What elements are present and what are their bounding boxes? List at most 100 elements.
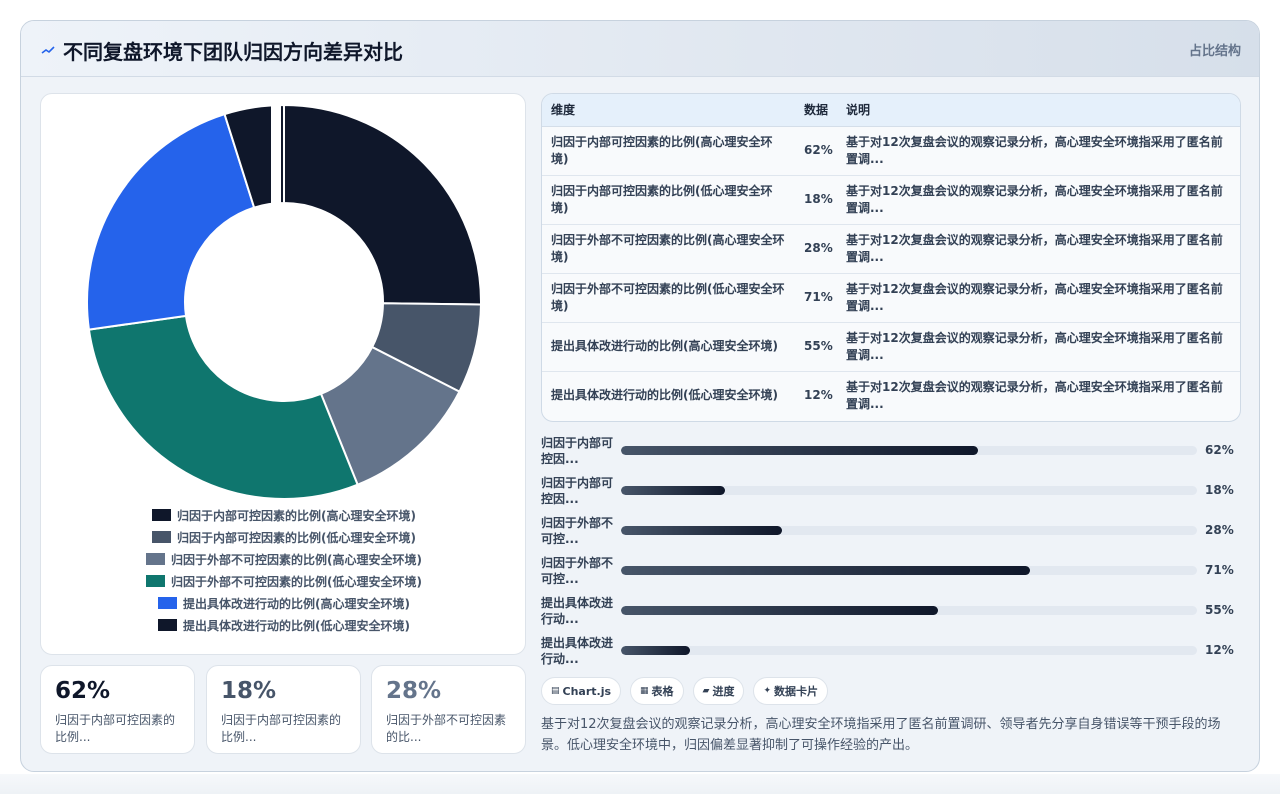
legend-swatch — [158, 619, 177, 631]
chip-progress[interactable]: ▰ 进度 — [692, 677, 745, 705]
legend-label: 提出具体改进行动的比例(低心理安全环境) — [183, 618, 410, 633]
progress-icon: ▰ — [702, 686, 710, 696]
legend-item[interactable]: 提出具体改进行动的比例(低心理安全环境) — [41, 614, 527, 636]
bar-value: 18% — [1205, 483, 1234, 497]
bar-value: 55% — [1205, 603, 1234, 617]
cell-value: 28% — [795, 224, 837, 274]
chip-label: 表格 — [651, 685, 674, 698]
chip-label: 数据卡片 — [774, 685, 819, 698]
cell-note: 基于对12次复盘会议的观察记录分析，高心理安全环境指采用了匿名前置调... — [846, 379, 1223, 411]
table-row: 提出具体改进行动的比例(高心理安全环境) 55% 基于对12次复盘会议的观察记录分析… — [542, 322, 1240, 372]
column-header-note: 说明 — [837, 94, 1240, 127]
legend-label: 归因于内部可控因素的比例(低心理安全环境) — [177, 530, 416, 545]
stat-label: 归因于外部不可控因素的比... — [386, 713, 507, 744]
chip-table[interactable]: ▦ 表格 — [630, 677, 684, 705]
legend-swatch — [152, 531, 171, 543]
card-header: 不同复盘环境下团队归因方向差异对比 占比结构 — [21, 21, 1259, 77]
bar-fill — [621, 646, 691, 655]
bar-row: 提出具体改进行动... 12% — [541, 633, 1241, 669]
column-header-value: 数据 — [795, 94, 837, 127]
cell-note: 基于对12次复盘会议的观察记录分析，高心理安全环境指采用了匿名前置调... — [837, 224, 1240, 274]
bar-label: 归因于外部不可控... — [541, 516, 614, 546]
column-header-dimension: 维度 — [542, 94, 795, 127]
header-tag: 占比结构 — [1188, 44, 1241, 59]
legend-label: 归因于外部不可控因素的比例(低心理安全环境) — [171, 574, 422, 589]
bar-value: 28% — [1205, 523, 1234, 537]
stat-card: 28% 归因于外部不可控因素的比... — [371, 665, 526, 754]
page-title: 不同复盘环境下团队归因方向差异对比 — [63, 40, 403, 64]
bar-track — [621, 526, 1197, 535]
bar-fill — [621, 446, 979, 455]
data-table: 维度 数据 说明 归因于内部可控因素的比例(高心理安全环境) 62% 基于对12次复… — [541, 93, 1241, 422]
pulse-icon — [41, 46, 55, 54]
chart-legend: 归因于内部可控因素的比例(高心理安全环境) 归因于内部可控因素的比例(低心理安全环… — [41, 504, 527, 636]
table-row: 归因于内部可控因素的比例(高心理安全环境) 62% 基于对12次复盘会议的观察记录分… — [542, 126, 1240, 176]
cell-dimension: 归因于内部可控因素的比例(高心理安全环境) — [542, 126, 795, 176]
table-row: 归因于外部不可控因素的比例(高心理安全环境) 28% 基于对12次复盘会议的观察记录… — [542, 224, 1240, 274]
bar-row: 归因于内部可控因... 62% — [541, 433, 1241, 469]
stat-card: 18% 归因于内部可控因素的比例... — [206, 665, 361, 754]
donut-slice[interactable] — [283, 103, 482, 306]
donut-chart-panel: 归因于内部可控因素的比例(高心理安全环境) 归因于内部可控因素的比例(低心理安全环… — [40, 93, 526, 655]
cell-value: 55% — [795, 322, 837, 372]
donut-slice[interactable] — [86, 112, 256, 331]
cell-note: 基于对12次复盘会议的观察记录分析，高心理安全环境指采用了匿名前置调... — [837, 322, 1240, 372]
stat-label: 归因于内部可控因素的比例... — [55, 713, 176, 744]
stat-card: 62% 归因于内部可控因素的比例... — [40, 665, 195, 754]
legend-label: 归因于内部可控因素的比例(高心理安全环境) — [177, 508, 416, 523]
cell-dimension: 提出具体改进行动的比例(高心理安全环境) — [542, 322, 795, 372]
bar-fill — [621, 486, 725, 495]
donut-chart — [86, 103, 482, 500]
bar-track — [621, 566, 1197, 575]
cell-note: 基于对12次复盘会议的观察记录分析，高心理安全环境指采用了匿名前置调... — [837, 126, 1240, 176]
stat-label: 归因于内部可控因素的比例... — [221, 713, 342, 744]
legend-item[interactable]: 归因于内部可控因素的比例(低心理安全环境) — [41, 526, 527, 548]
chip-sparkle[interactable]: ✦ 数据卡片 — [753, 677, 829, 705]
bar-value: 12% — [1205, 643, 1234, 657]
bar-fill — [621, 606, 938, 615]
legend-item[interactable]: 归因于外部不可控因素的比例(低心理安全环境) — [41, 570, 527, 592]
bar-row: 归因于外部不可控... 28% — [541, 513, 1241, 549]
cell-note: 基于对12次复盘会议的观察记录分析，高心理安全环境指采用了匿名前置调... — [837, 273, 1240, 323]
legend-label: 归因于外部不可控因素的比例(高心理安全环境) — [171, 552, 422, 567]
cell-value: 18% — [795, 175, 837, 225]
bar-row: 归因于内部可控因... 18% — [541, 473, 1241, 509]
stat-value: 18% — [221, 678, 277, 704]
bar-track — [621, 646, 1197, 655]
legend-swatch — [146, 575, 165, 587]
stat-value: 62% — [55, 678, 111, 704]
table-icon: ▦ — [640, 686, 649, 696]
cell-dimension: 归因于外部不可控因素的比例(高心理安全环境) — [542, 224, 795, 274]
chip-chart[interactable]: ▤ Chart.js — [541, 677, 622, 705]
legend-swatch — [152, 509, 171, 521]
stat-value: 28% — [386, 678, 442, 704]
legend-swatch — [146, 553, 165, 565]
bar-label: 归因于内部可控因... — [541, 476, 614, 506]
bar-track — [621, 606, 1197, 615]
legend-item[interactable]: 提出具体改进行动的比例(高心理安全环境) — [41, 592, 527, 614]
bar-track — [621, 446, 1197, 455]
bar-fill — [621, 566, 1030, 575]
donut-slice[interactable] — [87, 314, 359, 500]
bar-track — [621, 486, 1197, 495]
cell-value: 71% — [795, 273, 837, 323]
cell-dimension: 归因于外部不可控因素的比例(低心理安全环境) — [542, 273, 795, 323]
dashboard-card: 不同复盘环境下团队归因方向差异对比 占比结构 归因于内部可控因素的比例(高心理安… — [20, 20, 1260, 772]
cell-value: 12% — [804, 388, 833, 403]
bar-fill — [621, 526, 783, 535]
legend-item[interactable]: 归因于外部不可控因素的比例(高心理安全环境) — [41, 548, 527, 570]
bar-label: 提出具体改进行动... — [541, 596, 614, 626]
legend-label: 提出具体改进行动的比例(高心理安全环境) — [183, 596, 410, 611]
legend-item[interactable]: 归因于内部可控因素的比例(高心理安全环境) — [41, 504, 527, 526]
bar-value: 62% — [1205, 443, 1234, 457]
legend-swatch — [158, 597, 177, 609]
tech-chips: ▤ Chart.js ▦ 表格 ▰ 进度 ✦ 数据卡片 — [541, 677, 837, 705]
bar-row: 归因于外部不可控... 71% — [541, 553, 1241, 589]
chip-label: Chart.js — [562, 684, 612, 698]
page-bottom-shade — [0, 774, 1280, 794]
bar-row: 提出具体改进行动... 55% — [541, 593, 1241, 629]
donut-slice[interactable] — [223, 103, 285, 209]
table-row: 归因于外部不可控因素的比例(低心理安全环境) 71% 基于对12次复盘会议的观察记录… — [542, 273, 1240, 323]
cell-value: 62% — [795, 126, 837, 176]
bar-label: 归因于内部可控因... — [541, 436, 614, 466]
